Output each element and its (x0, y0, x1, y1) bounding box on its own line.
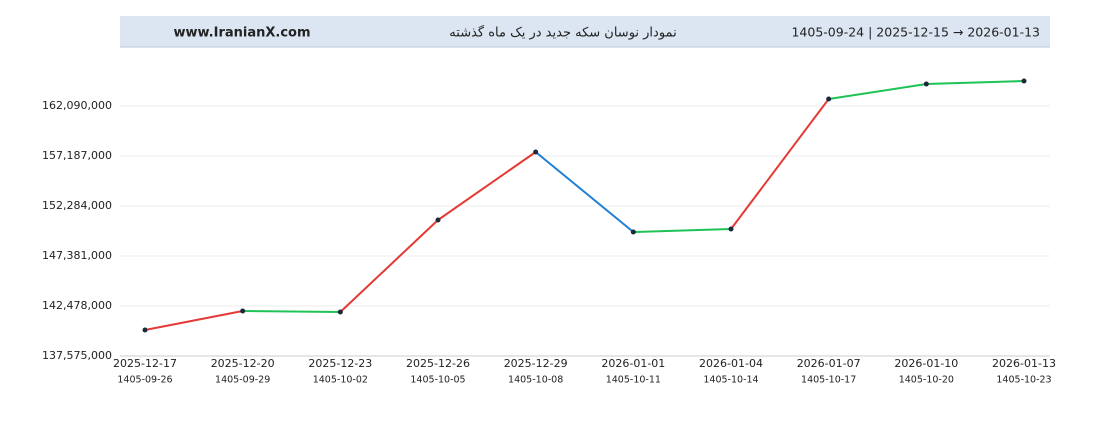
x-tick-label: 2026-01-07 (797, 357, 861, 370)
x-tick-label: 2026-01-04 (699, 357, 763, 370)
point (728, 226, 734, 232)
x-tick-label: 2025-12-26 (406, 357, 470, 370)
x-tick-label: 2026-01-10 (894, 357, 958, 370)
x-tick-label-secondary: 1405-10-11 (606, 375, 661, 386)
point (923, 81, 929, 87)
point (630, 229, 636, 235)
x-tick-label-secondary: 1405-10-08 (508, 375, 563, 386)
line-segment (828, 83, 927, 100)
line-segment (144, 310, 243, 331)
line-segment (339, 219, 439, 313)
x-tick-label: 2025-12-29 (504, 357, 568, 370)
x-tick-label: 2025-12-17 (113, 357, 177, 370)
x-tick-label-secondary: 1405-09-26 (117, 375, 172, 386)
x-tick-label-secondary: 1405-10-23 (996, 375, 1051, 386)
chart-title: نمودار نوسان سکه جدید در یک ماه گذشته (449, 25, 676, 41)
y-tick-label: 162,090,000 (42, 99, 112, 112)
point (533, 149, 539, 155)
y-tick-label: 147,381,000 (42, 249, 112, 262)
point (826, 96, 832, 102)
point (240, 308, 246, 314)
site-name: www.IranianX.com (173, 26, 310, 41)
x-tick-label-secondary: 1405-09-29 (215, 375, 270, 386)
x-tick-label-secondary: 1405-10-14 (703, 375, 758, 386)
x-tick-label: 2025-12-23 (308, 357, 372, 370)
x-tick-label-secondary: 1405-10-05 (410, 375, 465, 386)
point (1021, 78, 1027, 84)
line-segment (437, 151, 537, 221)
point (435, 217, 441, 223)
y-tick-label: 157,187,000 (42, 149, 112, 162)
line-segment (242, 309, 341, 313)
line-segment (535, 151, 634, 233)
x-tick-label: 2026-01-13 (992, 357, 1056, 370)
line-segment (926, 80, 1025, 86)
x-tick-label-secondary: 1405-10-17 (801, 375, 856, 386)
date-range: 1405-09-24 | 2025-12-15 → 2026-01-13 (791, 25, 1040, 40)
point (142, 327, 148, 333)
y-tick-label: 137,575,000 (42, 349, 112, 362)
x-tick-label-secondary: 1405-10-02 (313, 375, 368, 386)
point (337, 309, 343, 315)
line-segment (633, 227, 732, 234)
x-tick-label: 2025-12-20 (211, 357, 275, 370)
x-tick-label-secondary: 1405-10-20 (899, 375, 954, 386)
header-bar (120, 16, 1050, 47)
y-tick-label: 152,284,000 (42, 199, 112, 212)
x-tick-label: 2026-01-01 (601, 357, 665, 370)
line-segment (730, 98, 830, 230)
y-tick-label: 142,478,000 (42, 299, 112, 312)
